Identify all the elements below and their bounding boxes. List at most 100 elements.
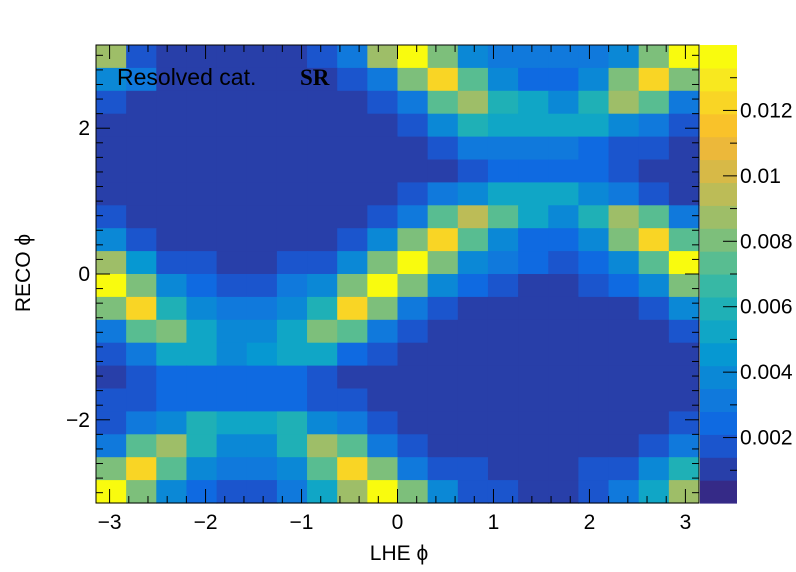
- heatmap-cell: [518, 251, 549, 275]
- z-tick-label: 0.01: [740, 165, 781, 188]
- heatmap-cell: [337, 228, 368, 252]
- heatmap-cell: [186, 113, 218, 138]
- heatmap-cell: [608, 90, 640, 115]
- heatmap-cell: [608, 365, 640, 390]
- heatmap-cell: [638, 457, 670, 481]
- heatmap-cell: [126, 388, 157, 412]
- heatmap-cell: [96, 457, 127, 481]
- x-tick-label: −3: [98, 511, 122, 534]
- heatmap-cell: [487, 113, 519, 138]
- heatmap-cell: [337, 319, 368, 344]
- heatmap-cell: [96, 136, 127, 161]
- z-tick-label: 0.006: [740, 296, 793, 319]
- heatmap-cell: [216, 342, 248, 367]
- heatmap-cell: [487, 342, 519, 367]
- heatmap-cell: [548, 434, 579, 458]
- heatmap-cell: [487, 365, 519, 390]
- heatmap-cell: [578, 45, 610, 69]
- heatmap-cell: [397, 411, 429, 435]
- heatmap-cell: [156, 113, 188, 138]
- heatmap-cell: [337, 67, 368, 92]
- heatmap-cell: [457, 457, 489, 481]
- heatmap-cell: [638, 388, 670, 412]
- z-tick-label: 0.012: [740, 99, 793, 122]
- heatmap-cell: [367, 274, 399, 298]
- heatmap-cell: [427, 182, 459, 206]
- y-axis-title: RECO ϕ: [12, 234, 35, 312]
- heatmap-cell: [548, 365, 579, 390]
- heatmap-cell: [276, 136, 308, 161]
- color-scale-ticks: 0.002 0.004 0.006 0.008 0.01 0.012: [723, 77, 793, 471]
- heatmap-cell: [126, 411, 157, 435]
- heatmap-cell: [276, 67, 308, 92]
- heatmap-cell: [608, 296, 640, 321]
- heatmap-cell: [156, 480, 188, 504]
- heatmap-cell: [518, 296, 549, 321]
- heatmap-cell: [668, 182, 700, 206]
- heatmap-cell: [638, 411, 670, 435]
- heatmap-cell: [96, 434, 127, 458]
- heatmap-cell: [397, 457, 429, 481]
- heatmap-cell: [126, 136, 157, 161]
- heatmap-cell: [668, 251, 700, 275]
- heatmap-cell: [156, 90, 188, 115]
- z-tick-label: 0.004: [740, 361, 793, 384]
- heatmap-cell: [186, 205, 218, 229]
- color-scale-swatch: [700, 388, 737, 412]
- x-axis-ticks: −3 −2 −1 0 1 2 3: [98, 45, 691, 534]
- heatmap-cell: [246, 136, 278, 161]
- y-axis-ticks: −2 0 2: [66, 54, 699, 494]
- heatmap-cell: [518, 480, 549, 504]
- heatmap-cell: [367, 228, 399, 252]
- heatmap-cell: [156, 159, 188, 183]
- heatmap-cell: [487, 274, 519, 298]
- heatmap-cell: [518, 113, 549, 138]
- heatmap-cell: [337, 480, 368, 504]
- color-scale-bar: [700, 45, 737, 504]
- color-scale-swatch: [700, 113, 737, 138]
- heatmap-cell: [427, 296, 459, 321]
- color-scale-swatch: [700, 411, 737, 435]
- heatmap-cell: [668, 205, 700, 229]
- heatmap-cell: [548, 45, 579, 69]
- heatmap-cell: [186, 67, 218, 92]
- heatmap-cell: [427, 388, 459, 412]
- heatmap-cell: [96, 411, 127, 435]
- heatmap-cell: [186, 319, 218, 344]
- heatmap-cell: [487, 90, 519, 115]
- heatmap-cell: [96, 342, 127, 367]
- heatmap-cell: [548, 296, 579, 321]
- heatmap-cell: [307, 274, 338, 298]
- heatmap-cell: [427, 411, 459, 435]
- heatmap-cell: [457, 480, 489, 504]
- heatmap-cell: [608, 434, 640, 458]
- heatmap-cell: [216, 182, 248, 206]
- heatmap-cell: [156, 457, 188, 481]
- heatmap-cell: [578, 296, 610, 321]
- heatmap-cell: [186, 296, 218, 321]
- heatmap-cell: [337, 411, 368, 435]
- heatmap-cell: [427, 434, 459, 458]
- heatmap-cell: [337, 342, 368, 367]
- heatmap-cell: [337, 159, 368, 183]
- heatmap-cell: [487, 457, 519, 481]
- heatmap-cell: [397, 136, 429, 161]
- heatmap-cell: [638, 136, 670, 161]
- heatmap-cell: [246, 45, 278, 69]
- heatmap-cell: [246, 113, 278, 138]
- heatmap-cell: [397, 67, 429, 92]
- heatmap-cell: [367, 136, 399, 161]
- color-scale-swatch: [700, 434, 737, 458]
- heatmap-cell: [578, 67, 610, 92]
- heatmap-cell: [276, 388, 308, 412]
- color-scale-swatch: [700, 45, 737, 69]
- heatmap-cell: [487, 45, 519, 69]
- heatmap-cell: [216, 434, 248, 458]
- heatmap-cell: [156, 45, 188, 69]
- heatmap-cell: [397, 159, 429, 183]
- heatmap-cell: [397, 480, 429, 504]
- heatmap-cell: [608, 274, 640, 298]
- heatmap-cell: [367, 388, 399, 412]
- heatmap-cell: [578, 342, 610, 367]
- heatmap-cell: [276, 113, 308, 138]
